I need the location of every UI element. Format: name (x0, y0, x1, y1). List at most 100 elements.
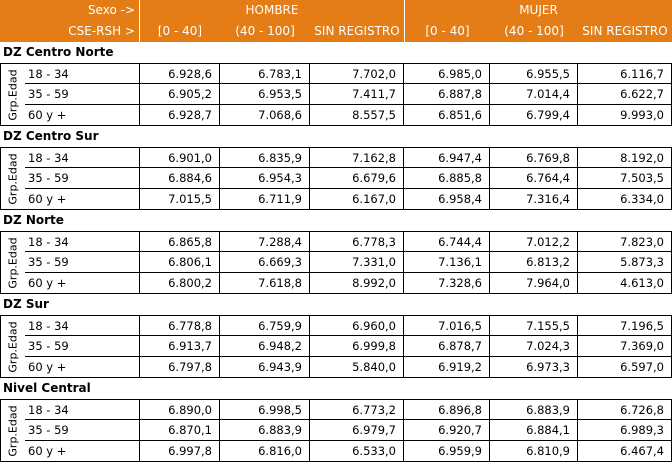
age-range-cell: 18 - 34 (25, 147, 140, 168)
value-cell: 6.913,7 (140, 336, 220, 357)
table-row: 18 - 34 6.890,0 6.998,5 6.773,2 6.896,8 6.883… (0, 399, 672, 420)
region-title-row: Nivel Central (0, 378, 672, 399)
age-range-cell: 60 y + (25, 105, 140, 126)
table-row: 18 - 34 6.901,0 6.835,9 7.162,8 6.947,4 6.769… (0, 147, 672, 168)
value-cell: 6.885,8 (404, 168, 490, 189)
value-cell: 6.759,9 (220, 315, 310, 336)
sexo-header-label: Sexo -> (0, 0, 140, 21)
value-cell: 7.016,5 (404, 315, 490, 336)
table-row: 60 y +7.015,5 6.711,9 6.167,0 6.958,4 7.316,… (0, 189, 672, 210)
value-cell: 7.369,0 (578, 336, 672, 357)
value-cell: 7.316,4 (490, 189, 578, 210)
age-range-cell: 60 y + (25, 357, 140, 378)
age-range-cell: 18 - 34 (25, 399, 140, 420)
header-row-cse: CSE-RSH > [0 - 40] (40 - 100] SIN REGIST… (0, 21, 672, 42)
hombre-header: HOMBRE (245, 3, 299, 17)
value-cell: 7.823,0 (578, 231, 672, 252)
region-name: DZ Sur (3, 297, 49, 311)
value-cell: 7.012,2 (490, 231, 578, 252)
value-cell: 6.890,0 (140, 399, 220, 420)
table-row: 18 - 34 6.778,8 6.759,9 6.960,0 7.016,5 7.155… (0, 315, 672, 336)
age-range-cell: 60 y + (25, 189, 140, 210)
value-cell: 6.533,0 (310, 441, 404, 462)
age-range-cell: 35 - 59 (25, 336, 140, 357)
table-row: 35 - 59 6.806,1 6.669,3 7.331,0 7.136,1 6.813… (0, 252, 672, 273)
value-cell: 5.873,3 (578, 252, 672, 273)
value-cell: 6.597,0 (578, 357, 672, 378)
table-row: 60 y +6.997,8 6.816,0 6.533,0 6.959,9 6.810,… (0, 441, 672, 462)
value-cell: 6.989,3 (578, 420, 672, 441)
value-cell: 6.783,1 (220, 63, 310, 84)
value-cell: 6.905,2 (140, 84, 220, 105)
value-cell: 6.622,7 (578, 84, 672, 105)
value-cell: 7.411,7 (310, 84, 404, 105)
value-cell: 6.800,2 (140, 273, 220, 294)
value-cell: 6.883,9 (220, 420, 310, 441)
value-cell: 6.334,0 (578, 189, 672, 210)
value-cell: 6.999,8 (310, 336, 404, 357)
value-cell: 6.773,2 (310, 399, 404, 420)
age-group-label: Grp.Edad (0, 147, 25, 210)
region-title-row: DZ Norte (0, 210, 672, 231)
value-cell: 6.769,8 (490, 147, 578, 168)
value-cell: 6.865,8 (140, 231, 220, 252)
value-cell: 7.024,3 (490, 336, 578, 357)
table-row: 60 y +6.800,2 7.618,8 8.992,0 7.328,6 7.964,… (0, 273, 672, 294)
value-cell: 6.896,8 (404, 399, 490, 420)
value-cell: 9.993,0 (578, 105, 672, 126)
value-cell: 6.167,0 (310, 189, 404, 210)
value-cell: 6.887,8 (404, 84, 490, 105)
age-range-cell: 60 y + (25, 441, 140, 462)
value-cell: 6.985,0 (404, 63, 490, 84)
value-cell: 6.953,5 (220, 84, 310, 105)
region-title-row: DZ Centro Sur (0, 126, 672, 147)
value-cell: 7.702,0 (310, 63, 404, 84)
value-cell: 7.503,5 (578, 168, 672, 189)
col-header-mujer-sin-registro: SIN REGISTRO (582, 24, 668, 38)
value-cell: 7.136,1 (404, 252, 490, 273)
value-cell: 8.192,0 (578, 147, 672, 168)
age-range-cell: 35 - 59 (25, 84, 140, 105)
table-row: 35 - 59 6.884,6 6.954,3 6.679,6 6.885,8 6.764… (0, 168, 672, 189)
col-header-mujer-40-100: (40 - 100] (504, 24, 564, 38)
value-cell: 6.954,3 (220, 168, 310, 189)
value-cell: 6.711,9 (220, 189, 310, 210)
age-range-cell: 60 y + (25, 273, 140, 294)
value-cell: 8.557,5 (310, 105, 404, 126)
age-group-label: Grp.Edad (0, 231, 25, 294)
value-cell: 7.155,5 (490, 315, 578, 336)
value-cell: 6.928,7 (140, 105, 220, 126)
value-cell: 6.901,0 (140, 147, 220, 168)
value-cell: 7.964,0 (490, 273, 578, 294)
region-name: Nivel Central (3, 381, 91, 395)
value-cell: 6.799,4 (490, 105, 578, 126)
value-cell: 6.813,2 (490, 252, 578, 273)
value-cell: 6.870,1 (140, 420, 220, 441)
value-cell: 6.959,9 (404, 441, 490, 462)
value-cell: 6.884,1 (490, 420, 578, 441)
value-cell: 7.196,5 (578, 315, 672, 336)
value-cell: 6.816,0 (220, 441, 310, 462)
value-cell: 7.068,6 (220, 105, 310, 126)
age-range-cell: 35 - 59 (25, 420, 140, 441)
value-cell: 6.979,7 (310, 420, 404, 441)
region-title-row: DZ Centro Norte (0, 42, 672, 63)
value-cell: 7.331,0 (310, 252, 404, 273)
table-row: 35 - 59 6.870,1 6.883,9 6.979,7 6.920,7 6.884… (0, 420, 672, 441)
region-title-row: DZ Sur (0, 294, 672, 315)
value-cell: 6.835,9 (220, 147, 310, 168)
table-row: 18 - 34 6.865,8 7.288,4 6.778,3 6.744,4 7.012… (0, 231, 672, 252)
value-cell: 6.116,7 (578, 63, 672, 84)
value-cell: 6.997,8 (140, 441, 220, 462)
age-group-label: Grp.Edad (0, 399, 25, 462)
value-cell: 6.726,8 (578, 399, 672, 420)
value-cell: 6.851,6 (404, 105, 490, 126)
region-name: DZ Centro Sur (3, 129, 99, 143)
value-cell: 6.947,4 (404, 147, 490, 168)
value-cell: 6.919,2 (404, 357, 490, 378)
age-range-cell: 18 - 34 (25, 63, 140, 84)
value-cell: 6.878,7 (404, 336, 490, 357)
table-row: 35 - 59 6.905,2 6.953,5 7.411,7 6.887,8 7.014… (0, 84, 672, 105)
value-cell: 6.679,6 (310, 168, 404, 189)
value-cell: 6.810,9 (490, 441, 578, 462)
